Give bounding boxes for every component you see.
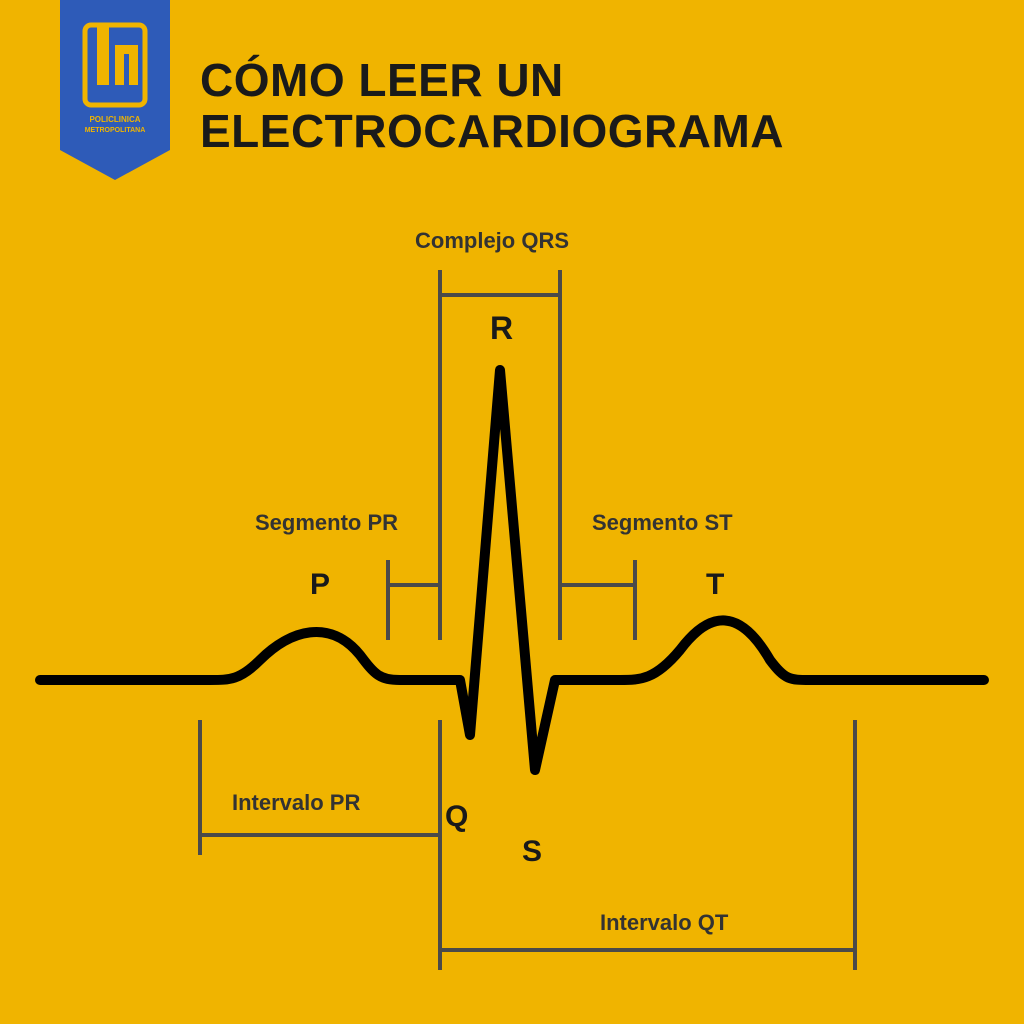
label-segmento-st: Segmento ST [592, 510, 733, 536]
wave-label-q: Q [445, 800, 468, 834]
title-line-1: CÓMO LEER UN [200, 55, 784, 106]
page-title: CÓMO LEER UN ELECTROCARDIOGRAMA [200, 55, 784, 156]
wave-label-p: P [310, 568, 330, 602]
label-segmento-pr: Segmento PR [255, 510, 398, 536]
ribbon-shape: POLICLINICA METROPOLITANA [60, 0, 170, 180]
logo-text-1: POLICLINICA [89, 115, 140, 124]
wave-label-r: R [490, 310, 513, 347]
logo-text-2: METROPOLITANA [85, 127, 146, 134]
label-complejo-qrs: Complejo QRS [415, 228, 569, 254]
wave-label-t: T [706, 568, 724, 602]
label-intervalo-qt: Intervalo QT [600, 910, 728, 936]
logo-ribbon: POLICLINICA METROPOLITANA [60, 0, 170, 180]
wave-label-s: S [522, 835, 542, 869]
title-line-2: ELECTROCARDIOGRAMA [200, 106, 784, 157]
label-intervalo-pr: Intervalo PR [232, 790, 360, 816]
